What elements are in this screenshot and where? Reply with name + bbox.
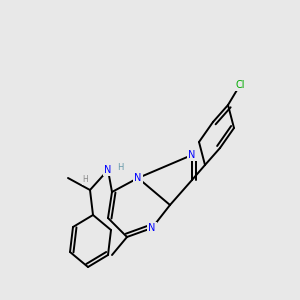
Text: N: N	[148, 223, 156, 233]
Text: H: H	[117, 164, 123, 172]
Text: H: H	[82, 176, 88, 184]
Text: N: N	[188, 150, 196, 160]
Text: N: N	[134, 173, 142, 183]
Text: Cl: Cl	[235, 80, 245, 90]
Text: N: N	[104, 165, 112, 175]
